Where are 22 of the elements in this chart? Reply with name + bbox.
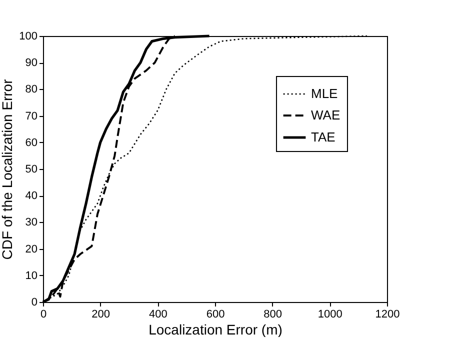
x-tick-label: 800	[264, 308, 282, 320]
legend-label: MLE	[311, 86, 338, 101]
y-tick-label: 100	[19, 30, 38, 42]
y-tick-label: 30	[25, 216, 38, 229]
y-tick-label: 20	[25, 243, 38, 256]
x-tick-label: 600	[206, 308, 225, 320]
y-tick-label: 50	[25, 164, 38, 176]
y-tick-label: 0	[31, 296, 38, 308]
y-tick-label: 10	[25, 270, 38, 282]
x-tick-label: 0	[40, 308, 47, 320]
y-axis-title: CDF of the Localization Error	[0, 78, 16, 260]
legend-label: TAE	[311, 130, 336, 144]
x-tick-label: 400	[148, 308, 168, 320]
y-tick-label: 90	[25, 57, 38, 70]
x-tick-label: 1000	[318, 308, 342, 320]
y-tick-label: 60	[25, 136, 38, 149]
legend-label: WAE	[311, 108, 340, 122]
y-tick-label: 40	[25, 190, 38, 202]
x-tick-label: 200	[92, 308, 110, 320]
y-tick-label: 80	[25, 84, 38, 96]
x-tick-label: 1200	[375, 308, 400, 320]
y-tick-label: 70	[25, 110, 38, 122]
